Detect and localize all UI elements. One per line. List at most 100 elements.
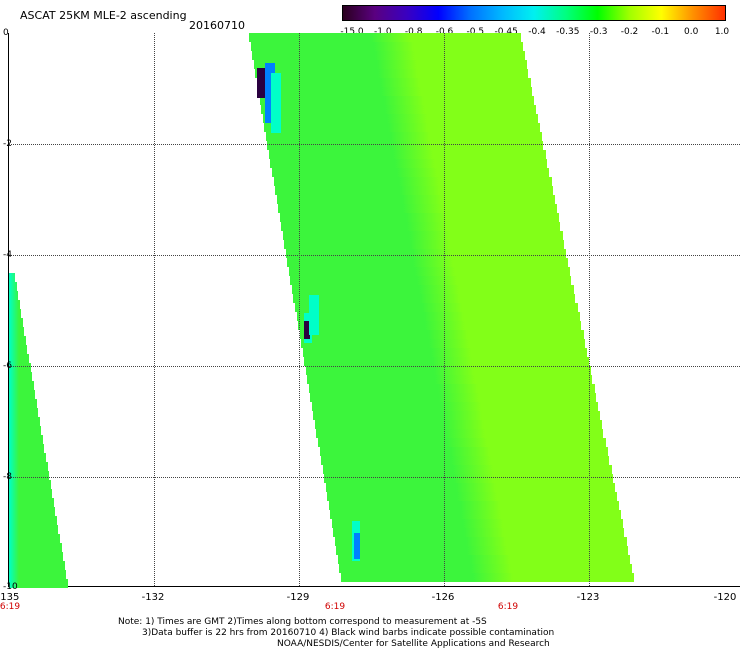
swath-row-left [9,507,55,516]
swath-row [257,78,531,87]
swath-row-left [9,435,43,444]
swath-row [327,492,617,501]
swath-row [301,339,585,348]
swath-row [281,222,560,231]
x-tick-label: -132 [141,592,165,603]
swath-row-left [9,534,60,543]
swath-row [336,546,628,555]
swath-row [324,474,613,483]
colorbar-label: -0.1 [651,27,670,37]
colorbar [342,5,726,21]
swath-row-left [9,480,51,489]
colorbar-label: -1.0 [374,27,392,37]
swath-row-left [9,489,52,498]
swath-row [278,204,557,213]
y-tick-label: -2 [3,139,12,149]
grid-line-horizontal [9,366,740,367]
swath-row [310,393,596,402]
colorbar-label: -0.6 [435,27,454,37]
swath-row [306,366,591,375]
swath-row-left [9,381,34,390]
swath-feature [304,321,310,339]
note-line-1: Note: 1) Times are GMT 2)Times along bot… [118,617,487,627]
x-tick-label: -120 [713,592,737,603]
swath-row-left [9,309,21,318]
time-label: 6:19 [497,602,519,612]
grid-line-vertical [154,33,155,586]
swath-row [312,402,598,411]
swath-row-left [9,273,15,282]
x-tick-label: -123 [576,592,600,603]
swath-row [295,303,578,312]
swath-row-left [9,327,24,336]
swath-row [332,519,623,528]
chart-date: 20160710 [189,19,245,32]
grid-line-horizontal [9,144,740,145]
swath-row [320,447,608,456]
grid-line-vertical [444,33,445,586]
swath-row [267,141,543,150]
y-tick-label: -4 [3,250,12,260]
y-tick-label: 0 [3,28,9,38]
swath-row [304,357,589,366]
swath-row [341,573,634,582]
swath-row [264,123,540,132]
colorbar-label: 0.0 [683,27,699,37]
swath-row [330,510,621,519]
swath-row-left [9,453,46,462]
swath-row [318,438,606,447]
note-line-3: NOAA/NESDIS/Center for Satellite Applica… [277,639,550,649]
swath-row-left [9,417,40,426]
swath-row [280,213,559,222]
swath-row-left [9,399,37,408]
y-tick-label: -10 [3,582,18,592]
swath-feature [354,533,360,559]
swath-row-left [9,444,44,453]
swath-row [266,132,542,141]
swath-feature [265,63,275,123]
swath-row [293,294,575,303]
swath-feature [257,68,267,98]
colorbar-label: -0.45 [494,27,518,37]
swath-row-left [9,354,29,363]
swath-row [274,177,552,186]
swath-row-left [9,318,23,327]
swath-row-left [9,516,57,525]
colorbar-label: -0.5 [466,27,485,37]
swath-row [258,87,532,96]
x-tick-label: -126 [431,592,455,603]
swath-feature [271,73,281,133]
swath-row [269,150,546,159]
swath-row-left [9,462,48,471]
swath-row [303,348,587,357]
swath-row [335,537,627,546]
swath-row [292,285,574,294]
swath-row [260,96,534,105]
swath-row-left [9,345,27,354]
y-tick-label: -6 [3,361,12,371]
time-label: 6:19 [0,602,21,612]
swath-row [272,168,549,177]
swath-row [321,456,609,465]
swath-row [297,312,580,321]
swath-row-left [9,372,32,381]
swath-row [277,195,555,204]
swath-row [333,528,624,537]
swath-row [313,411,600,420]
swath-row-left [9,408,38,417]
chart-title: ASCAT 25KM MLE-2 ascending [20,9,187,22]
grid-line-horizontal [9,255,740,256]
swath-row [254,60,527,69]
swath-row-left [9,561,65,570]
swath-row-left [9,426,41,435]
swath-row [275,186,553,195]
swath-row [329,501,619,510]
grid-line-vertical [299,33,300,586]
swath-feature [309,295,319,335]
swath-row-left [9,471,49,480]
swath-row-left [9,282,17,291]
grid-line-vertical [589,33,590,586]
swath-row [290,276,571,285]
swath-row [300,330,584,339]
colorbar-label: -15.0 [340,27,364,37]
